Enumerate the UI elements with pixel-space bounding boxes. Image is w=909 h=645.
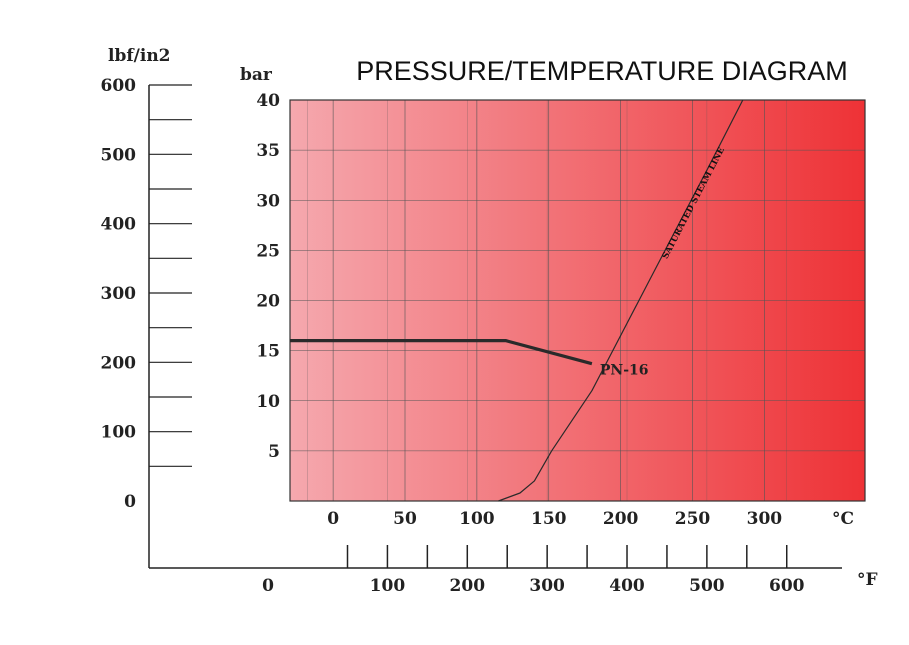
x-tick-label-300: 300	[747, 509, 783, 529]
sec-y-tick-label-500: 500	[101, 145, 137, 165]
x-tick-label-250: 250	[675, 509, 711, 529]
sec-x-tick-label-200: 200	[450, 576, 486, 596]
sec-x-tick-label-0: 0	[262, 576, 274, 596]
sec-y-tick-label-600: 600	[101, 76, 137, 96]
y-axis-label: bar	[240, 65, 273, 85]
x-tick-label-0: 0	[327, 509, 339, 529]
grid-lines	[289, 99, 866, 502]
y-tick-label-30: 30	[256, 191, 280, 211]
y-tick-label-15: 15	[256, 342, 280, 362]
y-tick-label-25: 25	[256, 241, 280, 261]
x-tick-label-200: 200	[603, 509, 639, 529]
y-tick-label-40: 40	[256, 91, 280, 111]
sec-y-tick-label-300: 300	[101, 284, 137, 304]
plot-frame	[289, 99, 866, 502]
series-line-0	[290, 339, 593, 366]
secondary-x-ticks: 0 100 200 300 400 500 600	[262, 545, 805, 596]
x-tick-label-150: 150	[531, 509, 567, 529]
sec-y-tick-label-200: 200	[101, 353, 137, 373]
sec-y-tick-label-400: 400	[101, 215, 137, 235]
sec-x-tick-label-500: 500	[689, 576, 725, 596]
sec-y-tick-label-0: 0	[124, 492, 136, 512]
y-tick-label-20: 20	[256, 292, 280, 312]
y-tick-labels: 5 10 15 20 25 30 35 40	[256, 91, 280, 462]
x-axis-unit-celsius: °C	[832, 509, 854, 529]
y-tick-label-35: 35	[256, 141, 280, 161]
chart-title: PRESSURE/TEMPERATURE DIAGRAM	[356, 56, 848, 86]
secondary-y-axis-label: lbf/in2	[108, 46, 171, 66]
series-lines	[290, 99, 744, 502]
pn-16-label: PN-16	[600, 363, 649, 379]
y-tick-label-5: 5	[268, 442, 280, 462]
x-tick-labels: 0 50 100 150 200 250 300	[327, 509, 782, 529]
sec-x-tick-label-100: 100	[370, 576, 406, 596]
x-tick-label-50: 50	[393, 509, 417, 529]
secondary-x-axis-unit: °F	[857, 570, 878, 590]
sec-x-tick-label-600: 600	[769, 576, 805, 596]
y-tick-label-10: 10	[256, 392, 280, 412]
x-tick-label-100: 100	[459, 509, 495, 529]
secondary-y-ticks: 0 100 200 300 400 500 600	[101, 76, 192, 512]
sec-x-tick-label-300: 300	[529, 576, 565, 596]
sec-y-tick-label-100: 100	[101, 423, 137, 443]
sec-x-tick-label-400: 400	[609, 576, 645, 596]
series-line-1	[498, 99, 744, 502]
